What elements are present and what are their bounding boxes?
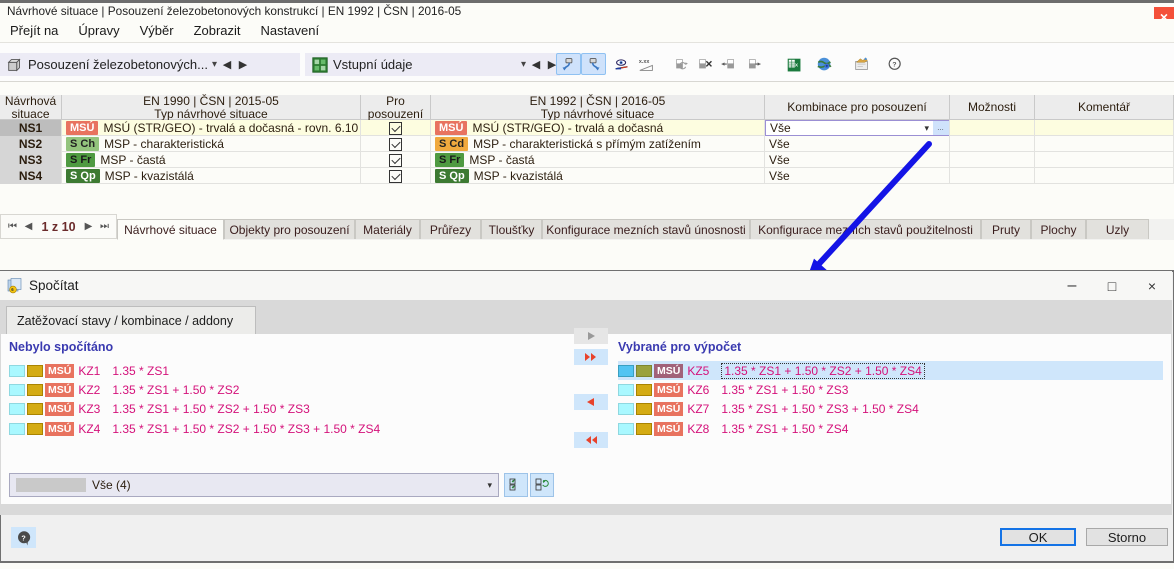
svg-text:?: ?	[21, 533, 25, 542]
svg-text:?: ?	[892, 61, 896, 68]
svg-text:x.xx: x.xx	[639, 59, 649, 65]
